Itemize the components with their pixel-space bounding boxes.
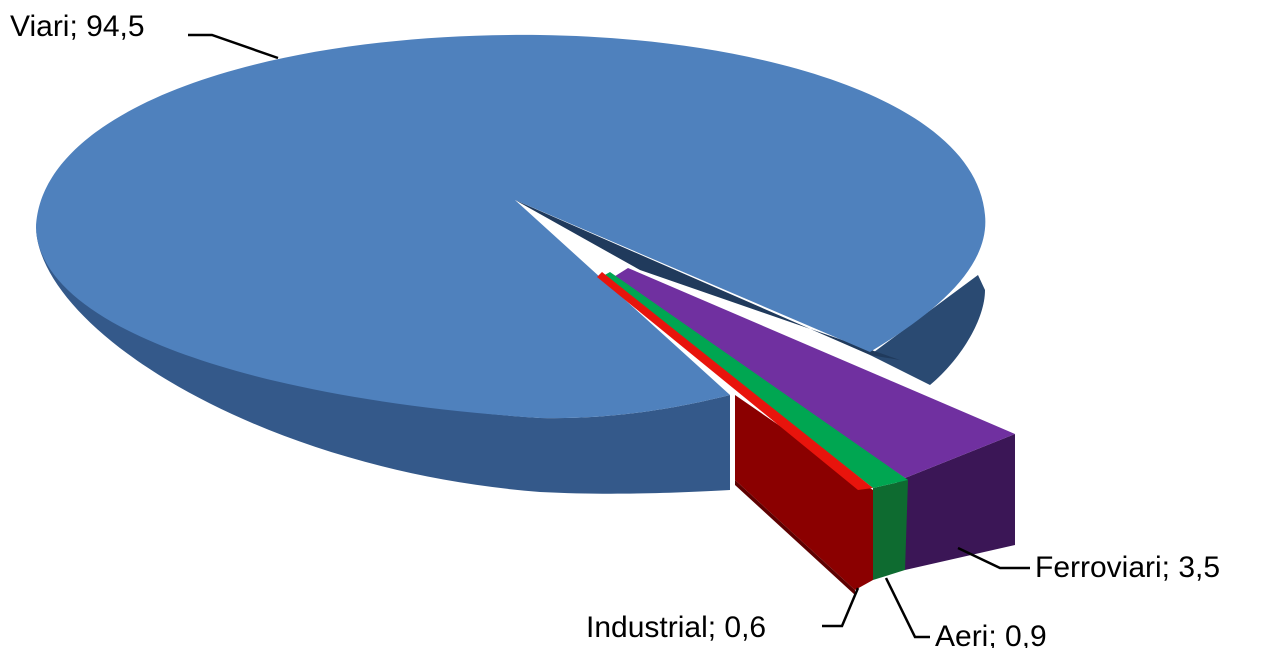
slice-aeri-top (603, 272, 908, 488)
slice-industrial-top (597, 272, 873, 490)
slice-viari-top (36, 34, 986, 419)
leader-line-ferroviari (957, 546, 1030, 570)
data-label-aeri: Aeri; 0,9 (935, 620, 1047, 648)
slice-ferroviari-top (612, 268, 1015, 478)
leader-line-aeri (884, 577, 930, 639)
data-label-viari: Viari; 94,5 (10, 10, 145, 43)
slice-viari-side (36, 228, 730, 494)
slice-viari-side-right (870, 275, 985, 385)
slice-industrial-side (735, 395, 873, 590)
slice-industrial-side-dark (735, 480, 855, 595)
leader-line-viari (188, 33, 279, 60)
leader-line-industrial (822, 587, 860, 628)
data-label-industrial: Industrial; 0,6 (586, 611, 766, 644)
slice-aeri-side (873, 480, 908, 580)
data-label-ferroviari: Ferroviari; 3,5 (1035, 551, 1220, 584)
slice-ferroviari-side (905, 434, 1015, 570)
